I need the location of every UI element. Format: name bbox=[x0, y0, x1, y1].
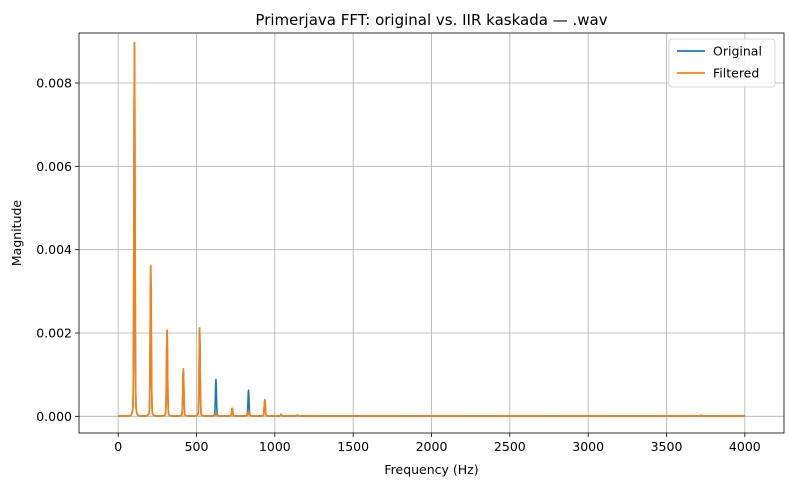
y-axis-label: Magnitude bbox=[9, 200, 24, 267]
legend: Original Filtered bbox=[668, 38, 776, 88]
x-tick-label: 0 bbox=[114, 439, 122, 454]
x-tick-label: 4000 bbox=[729, 439, 761, 454]
series-line-filtered bbox=[117, 41, 746, 417]
x-tick-label: 1000 bbox=[259, 439, 291, 454]
grid bbox=[79, 33, 784, 433]
y-tick-label: 0.006 bbox=[36, 159, 72, 174]
legend-label: Filtered bbox=[713, 66, 759, 81]
y-tick-label: 0.000 bbox=[36, 409, 72, 424]
y-tick-label: 0.004 bbox=[36, 242, 72, 257]
x-tick-label: 3000 bbox=[572, 439, 604, 454]
x-tick-label: 2000 bbox=[416, 439, 448, 454]
plot-area bbox=[117, 41, 746, 417]
x-axis-label: Frequency (Hz) bbox=[384, 462, 478, 477]
x-tick-label: 1500 bbox=[337, 439, 369, 454]
legend-label: Original bbox=[713, 44, 762, 59]
y-tick-label: 0.002 bbox=[36, 326, 72, 341]
y-axis: 0.000 0.002 0.004 0.006 0.008 bbox=[36, 76, 79, 424]
x-tick-label: 3500 bbox=[651, 439, 683, 454]
x-axis: 0 500 1000 1500 2000 2500 3000 3500 4000 bbox=[114, 433, 761, 454]
y-tick-label: 0.008 bbox=[36, 76, 72, 91]
x-tick-label: 500 bbox=[185, 439, 209, 454]
x-tick-label: 2500 bbox=[494, 439, 526, 454]
chart-title: Primerjava FFT: original vs. IIR kaskada… bbox=[255, 11, 607, 29]
